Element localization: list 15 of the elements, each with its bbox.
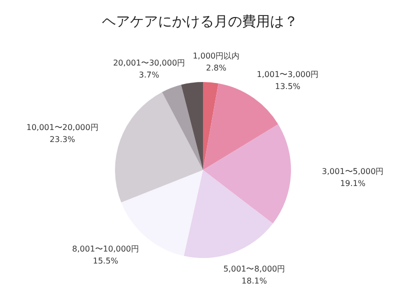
slice-label: 1,001〜3,000円 [256,70,319,80]
slice-label: 1,000円以内 [192,51,240,60]
chart-title: ヘアケアにかける月の費用は？ [102,14,298,30]
slice-label: 10,001〜20,000円 [26,122,98,132]
slice-label: 20,001〜30,000円 [113,58,186,68]
data-label: 19.1% [340,178,366,188]
slice-label: 3,001〜5,000円 [322,166,384,176]
data-label: 15.5% [92,256,119,266]
data-label: 23.3% [50,134,76,144]
slice-label: 5,001〜8,000円 [223,264,286,274]
data-label: 18.1% [242,276,268,286]
data-label: 13.5% [274,82,301,92]
slice-label: 8,001〜10,000円 [72,244,140,254]
data-label: 2.8% [206,63,227,72]
data-label: 3.7% [138,70,160,80]
